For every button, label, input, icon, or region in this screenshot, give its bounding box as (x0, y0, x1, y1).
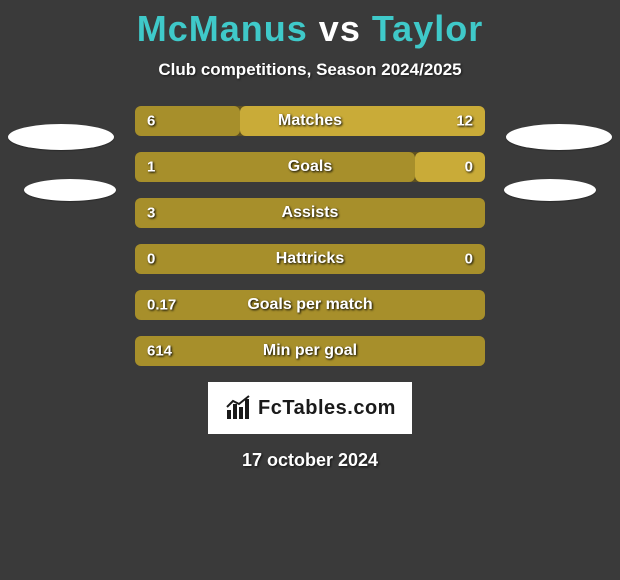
team-badge-placeholder (504, 179, 596, 201)
stat-row: 00Hattricks (135, 244, 485, 274)
player1-name: McManus (137, 8, 308, 49)
comparison-card: McManus vs Taylor Club competitions, Sea… (0, 0, 620, 580)
chart-icon (224, 394, 252, 422)
vs-text: vs (319, 8, 361, 49)
stat-label: Assists (135, 204, 485, 222)
team-badge-placeholder (8, 124, 114, 150)
stat-label: Hattricks (135, 250, 485, 268)
stat-row: 3Assists (135, 198, 485, 228)
stat-row: 0.17Goals per match (135, 290, 485, 320)
player2-name: Taylor (372, 8, 483, 49)
stat-label: Goals per match (135, 296, 485, 314)
title: McManus vs Taylor (0, 0, 620, 50)
team-badge-placeholder (24, 179, 116, 201)
subtitle: Club competitions, Season 2024/2025 (0, 60, 620, 80)
stat-row: 614Min per goal (135, 336, 485, 366)
stat-label: Min per goal (135, 342, 485, 360)
stats-bars: 612Matches 10Goals 3Assists 00Hattricks 0.17… (135, 106, 485, 366)
date: 17 october 2024 (0, 450, 620, 471)
source-logo: FcTables.com (208, 382, 412, 434)
stat-label: Matches (135, 112, 485, 130)
team-badge-placeholder (506, 124, 612, 150)
logo-text: FcTables.com (258, 397, 396, 420)
stat-label: Goals (135, 158, 485, 176)
stat-row: 10Goals (135, 152, 485, 182)
stat-row: 612Matches (135, 106, 485, 136)
